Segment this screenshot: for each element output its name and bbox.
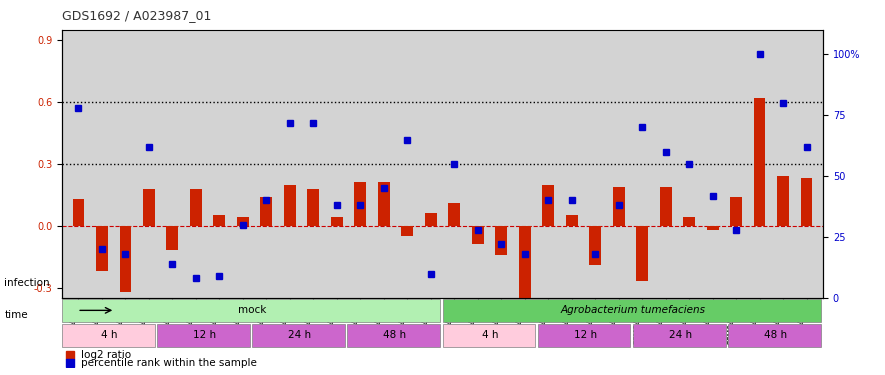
Bar [73,199,84,226]
Bar [566,216,578,226]
Text: 24 h: 24 h [289,330,312,340]
Bar [402,226,413,236]
Text: infection: infection [4,278,50,288]
Text: 12 h: 12 h [193,330,216,340]
Bar [589,226,601,265]
Bar [777,176,789,226]
Bar [660,187,672,226]
FancyBboxPatch shape [158,324,250,346]
Bar [425,213,436,226]
Bar [449,203,460,226]
Text: 24 h: 24 h [669,330,692,340]
Bar [190,189,202,226]
Text: mock: mock [238,305,266,315]
Bar [519,226,531,304]
Text: 48 h: 48 h [383,330,406,340]
FancyBboxPatch shape [252,324,345,346]
Bar [284,184,296,226]
Bar [307,189,319,226]
Bar [354,183,366,226]
Text: GDS1692 / A023987_01: GDS1692 / A023987_01 [62,9,212,22]
Bar [754,98,766,226]
Bar [707,226,719,230]
Bar [636,226,648,281]
Text: 4 h: 4 h [481,330,498,340]
Bar [472,226,483,244]
FancyBboxPatch shape [538,324,630,346]
Text: percentile rank within the sample: percentile rank within the sample [81,358,257,368]
Text: Agrobacterium tumefaciens: Agrobacterium tumefaciens [560,305,705,315]
Bar [730,197,742,226]
FancyBboxPatch shape [442,299,820,322]
Text: 4 h: 4 h [101,330,118,340]
FancyBboxPatch shape [62,299,440,322]
Text: time: time [4,310,28,320]
Text: 48 h: 48 h [764,330,787,340]
Bar [213,216,225,226]
Bar [683,217,695,226]
FancyBboxPatch shape [442,324,535,346]
Bar [237,217,249,226]
Bar [496,226,507,255]
Text: 12 h: 12 h [573,330,596,340]
Bar [331,217,342,226]
Text: log2 ratio: log2 ratio [81,350,131,360]
FancyBboxPatch shape [633,324,726,346]
FancyBboxPatch shape [347,324,440,346]
Bar [543,184,554,226]
Bar [378,183,389,226]
Bar [143,189,155,226]
Bar [119,226,131,292]
Bar [801,178,812,226]
FancyBboxPatch shape [62,324,155,346]
Bar [166,226,178,251]
Bar [96,226,108,271]
FancyBboxPatch shape [728,324,820,346]
Bar [260,197,273,226]
Bar [612,187,625,226]
